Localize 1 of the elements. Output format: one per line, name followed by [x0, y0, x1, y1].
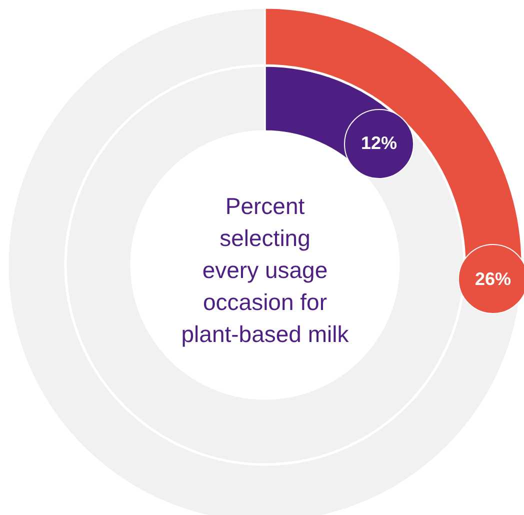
text: Percent selecting every usage occasion for plant-based milk — [180, 192, 350, 349]
